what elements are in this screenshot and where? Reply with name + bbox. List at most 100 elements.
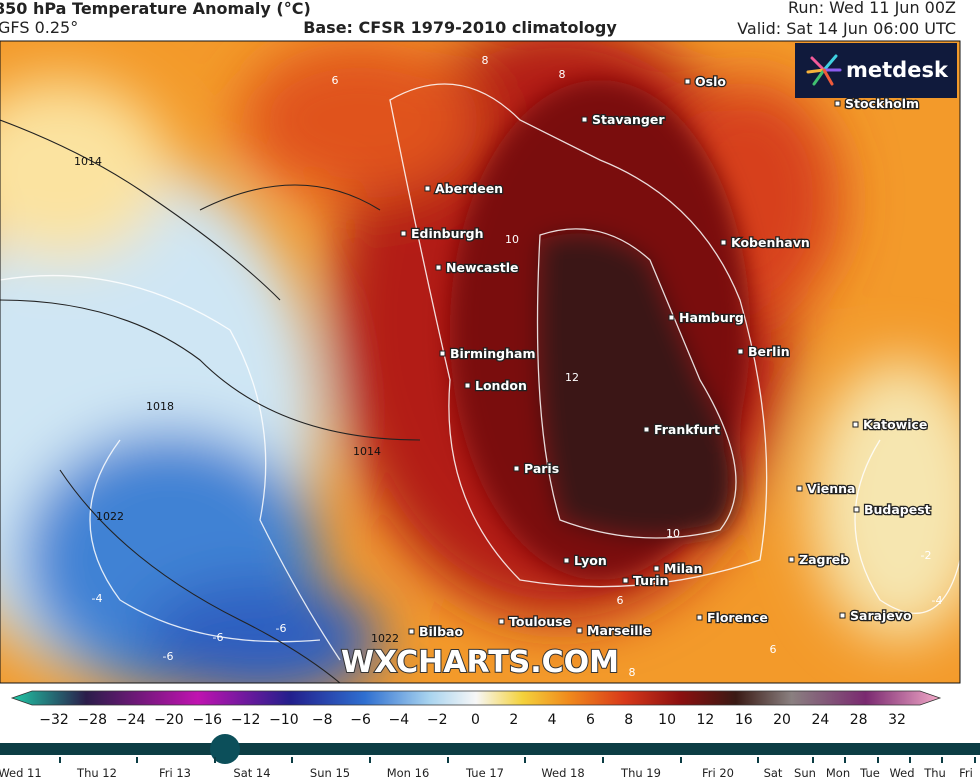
contour-label: -4 bbox=[92, 592, 103, 605]
city-marker bbox=[439, 350, 446, 357]
city-marker bbox=[720, 239, 727, 246]
colorbar-label: 12 bbox=[696, 712, 714, 728]
timeline-label[interactable]: Tue bbox=[859, 766, 880, 778]
city-marker bbox=[796, 485, 803, 492]
colorbar-label: −4 bbox=[389, 712, 410, 728]
city-label: Berlin bbox=[748, 344, 790, 359]
map-frame bbox=[0, 40, 961, 684]
colorbar-label: −32 bbox=[39, 712, 69, 728]
city-marker bbox=[576, 627, 583, 634]
timeline-label[interactable]: Thu 12 bbox=[76, 766, 117, 778]
contour-label: 1014 bbox=[353, 445, 381, 458]
colorbar bbox=[10, 690, 942, 706]
timeline-knob[interactable] bbox=[210, 734, 240, 764]
city-marker bbox=[788, 556, 795, 563]
timeline-label[interactable]: Sat bbox=[764, 766, 783, 778]
city-marker bbox=[684, 78, 691, 85]
timeline-label[interactable]: Fri 13 bbox=[159, 766, 191, 778]
city-label: Paris bbox=[524, 461, 559, 476]
colorbar-label: 28 bbox=[850, 712, 868, 728]
city-label: Toulouse bbox=[509, 614, 571, 629]
colorbar-label: −6 bbox=[350, 712, 371, 728]
run: Run: Wed 11 Jun 00Z bbox=[788, 0, 956, 17]
timeline-label[interactable]: Fri bbox=[959, 766, 973, 778]
watermark: WXCHARTS.COM bbox=[341, 645, 619, 680]
model: GFS 0.25° bbox=[0, 18, 78, 37]
city-marker bbox=[408, 628, 415, 635]
contour-label: 8 bbox=[629, 666, 636, 679]
city-marker bbox=[643, 426, 650, 433]
city-label: Budapest bbox=[864, 502, 931, 517]
timeline-label[interactable]: Wed 18 bbox=[541, 766, 584, 778]
city-label: Bilbao bbox=[419, 624, 463, 639]
city-label: Turin bbox=[633, 573, 668, 588]
city-label: Oslo bbox=[695, 74, 726, 89]
city-label: Aberdeen bbox=[435, 181, 503, 196]
city-label: Hamburg bbox=[679, 310, 744, 325]
contour-label: -6 bbox=[276, 622, 287, 635]
timeline-label[interactable]: Sun bbox=[794, 766, 816, 778]
city-marker bbox=[400, 230, 407, 237]
city-label: Milan bbox=[664, 561, 702, 576]
contour-label: 8 bbox=[559, 68, 566, 81]
city-marker bbox=[435, 264, 442, 271]
city-label: Lyon bbox=[574, 553, 607, 568]
city-marker bbox=[852, 421, 859, 428]
colorbar-label: 32 bbox=[888, 712, 906, 728]
colorbar-label: −2 bbox=[427, 712, 448, 728]
colorbar-label: −16 bbox=[192, 712, 222, 728]
colorbar-label: −12 bbox=[231, 712, 261, 728]
contour-label: -4 bbox=[932, 594, 943, 607]
timeline-label[interactable]: Fri 20 bbox=[702, 766, 734, 778]
colorbar-label: 6 bbox=[586, 712, 595, 728]
city-label: Edinburgh bbox=[411, 226, 484, 241]
city-marker bbox=[839, 612, 846, 619]
contour-label: 1018 bbox=[146, 400, 174, 413]
city-marker bbox=[737, 348, 744, 355]
timeline-label[interactable]: Mon 16 bbox=[387, 766, 430, 778]
contour-label: 6 bbox=[770, 643, 777, 656]
city-label: Stockholm bbox=[845, 96, 919, 111]
timeline-label[interactable]: Sun 15 bbox=[310, 766, 350, 778]
contour-label: 10 bbox=[666, 527, 680, 540]
contour-label: 1022 bbox=[96, 510, 124, 523]
colorbar-label: 24 bbox=[811, 712, 829, 728]
city-marker bbox=[853, 506, 860, 513]
timeline-label[interactable]: Mon bbox=[826, 766, 850, 778]
colorbar-label: −24 bbox=[116, 712, 146, 728]
city-marker bbox=[563, 557, 570, 564]
city-label: Newcastle bbox=[446, 260, 519, 275]
city-label: Sarajevo bbox=[850, 608, 912, 623]
city-marker bbox=[834, 100, 841, 107]
colorbar-label: 0 bbox=[471, 712, 480, 728]
colorbar-label: −10 bbox=[269, 712, 299, 728]
colorbar-label: 20 bbox=[773, 712, 791, 728]
city-marker bbox=[668, 314, 675, 321]
city-label: Zagreb bbox=[799, 552, 849, 567]
city-marker bbox=[464, 382, 471, 389]
city-label: Katowice bbox=[863, 417, 927, 432]
city-marker bbox=[424, 185, 431, 192]
title: 850 hPa Temperature Anomaly (°C) bbox=[0, 0, 311, 18]
city-label: Kobenhavn bbox=[731, 235, 810, 250]
contour-label: 1022 bbox=[371, 632, 399, 645]
timeline-label[interactable]: Tue 17 bbox=[465, 766, 504, 778]
city-label: Frankfurt bbox=[654, 422, 720, 437]
timeline-label[interactable]: Sat 14 bbox=[233, 766, 270, 778]
contour-label: -2 bbox=[921, 549, 932, 562]
timeline-label[interactable]: Thu bbox=[923, 766, 946, 778]
city-marker bbox=[653, 565, 660, 572]
city-marker bbox=[581, 116, 588, 123]
contour-label: -6 bbox=[163, 650, 174, 663]
timeline-label[interactable]: Wed bbox=[889, 766, 914, 778]
timeline-label[interactable]: Thu 19 bbox=[620, 766, 661, 778]
colorbar-label: 8 bbox=[624, 712, 633, 728]
timeline-bar bbox=[0, 743, 980, 755]
city-marker bbox=[622, 577, 629, 584]
city-label: Birmingham bbox=[450, 346, 536, 361]
city-label: Florence bbox=[707, 610, 768, 625]
colorbar-label: 16 bbox=[735, 712, 753, 728]
contour-label: 6 bbox=[617, 594, 624, 607]
timeline-label[interactable]: Wed 11 bbox=[0, 766, 42, 778]
city-label: Marseille bbox=[587, 623, 651, 638]
